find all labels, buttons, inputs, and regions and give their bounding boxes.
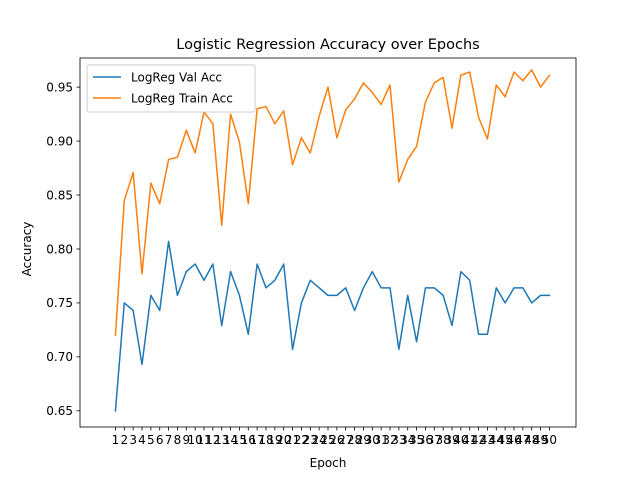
x-tick-label: 43 [480,433,495,447]
x-tick-label: 22 [294,433,309,447]
x-tick-label: 1 [112,433,120,447]
x-tick-label: 31 [374,433,389,447]
x-tick-label: 27 [338,433,353,447]
x-tick-label: 18 [258,433,273,447]
x-tick-label: 30 [365,433,380,447]
x-tick-label: 10 [188,433,203,447]
legend-label-1: LogReg Val Acc [131,70,222,84]
x-tick-label: 13 [214,433,229,447]
plot-area: 1 2 3 4 5 6 7 8 91011121314151617181920212223242… [46,57,577,447]
x-tick-label: 25 [320,433,335,447]
series-line-2 [114,69,551,337]
x-tick-label: 26 [329,433,344,447]
legend-label-2: LogReg Train Acc [131,91,233,105]
x-tick-label: 39 [444,433,459,447]
x-tick-label: 37 [427,433,442,447]
series-line-1 [114,240,551,412]
x-tick-label: 21 [285,433,300,447]
x-tick-label: 49 [533,433,548,447]
x-tick-label: 20 [276,433,291,447]
y-tick-label: 0.70 [46,350,73,364]
x-tick-label: 40 [453,433,468,447]
x-tick-label: 6 [156,433,164,447]
x-tick-label: 16 [241,433,256,447]
x-tick-label: 14 [223,433,238,447]
x-tick-label: 34 [400,433,415,447]
x-tick-label: 47 [515,433,530,447]
x-tick-label: 45 [498,433,513,447]
x-tick-label: 9 [182,433,190,447]
x-axis-label: Epoch [310,456,347,470]
x-tick-label: 3 [129,433,137,447]
x-tick-label: 5 [147,433,155,447]
x-tick-label: 36 [418,433,433,447]
y-tick-label: 0.80 [46,242,73,256]
x-tick-label: 19 [267,433,282,447]
x-tick-label: 28 [347,433,362,447]
y-tick-label: 0.95 [46,80,73,94]
x-tick-label: 24 [312,433,327,447]
x-tick-label: 42 [471,433,486,447]
x-tick-label: 2 [120,433,128,447]
y-tick-label: 0.85 [46,188,73,202]
y-tick-label: 0.75 [46,296,73,310]
x-tick-label: 29 [356,433,371,447]
x-tick-label: 7 [165,433,173,447]
x-tick-label: 23 [303,433,318,447]
legend-box [86,64,256,113]
x-tick-label: 11 [196,433,211,447]
x-tick-label: 38 [436,433,451,447]
y-tick-label: 0.65 [46,404,73,418]
x-tick-label: 35 [409,433,424,447]
legend: LogReg Val Acc LogReg Train Acc [86,64,256,113]
x-tick-label: 17 [250,433,265,447]
x-tick-label: 33 [391,433,406,447]
x-tick-label: 4 [138,433,146,447]
x-tick-label: 32 [382,433,397,447]
x-tick-label: 48 [524,433,539,447]
y-tick-label: 0.90 [46,134,73,148]
y-axis-label: Accuracy [20,222,34,277]
x-tick-label: 15 [232,433,247,447]
x-tick-label: 8 [174,433,182,447]
x-tick-label: 46 [506,433,521,447]
x-tick-label: 44 [489,433,504,447]
x-tick-label: 50 [542,433,557,447]
chart-title: Logistic Regression Accuracy over Epochs [176,37,479,53]
x-tick-label: 12 [205,433,220,447]
x-tick-label: 41 [462,433,477,447]
